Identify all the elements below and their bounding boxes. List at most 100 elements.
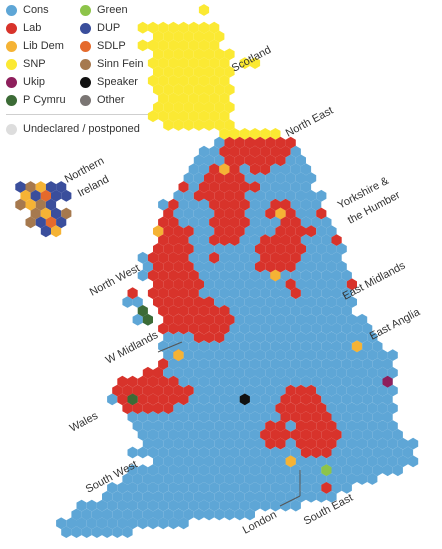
- constituency-hex: [178, 234, 189, 246]
- constituency-hex: [137, 499, 148, 512]
- constituency-hex: [285, 296, 296, 308]
- constituency-hex: [96, 499, 108, 512]
- constituency-hex: [311, 198, 322, 211]
- constituency-hex: [372, 411, 383, 423]
- constituency-hex: [249, 269, 261, 282]
- constituency-hex: [295, 296, 306, 308]
- constituency-hex: [163, 278, 174, 291]
- constituency-hex: [198, 358, 210, 370]
- constituency-hex: [275, 349, 286, 361]
- constituency-hex: [107, 517, 118, 530]
- constituency-hex: [311, 287, 322, 300]
- constituency-hex: [306, 349, 317, 361]
- constituency-hex: [163, 384, 174, 397]
- snp-swatch-icon: [6, 58, 17, 70]
- constituency-hex: [142, 437, 153, 450]
- constituency-hex: [168, 216, 179, 229]
- constituency-hex: [321, 216, 332, 229]
- constituency-hex: [290, 393, 301, 406]
- constituency-hex: [285, 349, 296, 361]
- constituency-hex: [316, 349, 327, 361]
- constituency-hex: [372, 340, 383, 353]
- constituency-hex: [193, 189, 204, 202]
- sinnfein-swatch-icon: [80, 58, 91, 70]
- constituency-hex: [295, 172, 306, 185]
- constituency-hex: [255, 207, 266, 220]
- constituency-hex: [341, 269, 352, 282]
- constituency-hex: [204, 225, 215, 238]
- constituency-hex: [270, 340, 281, 353]
- constituency-hex: [153, 66, 164, 78]
- constituency-hex: [158, 216, 169, 229]
- constituency-hex: [188, 393, 199, 406]
- constituency-hex: [112, 526, 123, 538]
- constituency-hex: [188, 428, 199, 441]
- constituency-hex: [249, 163, 261, 176]
- constituency-hex: [249, 340, 261, 353]
- constituency-hex: [336, 437, 347, 450]
- constituency-hex: [188, 287, 199, 300]
- constituency-hex: [158, 287, 169, 300]
- constituency-hex: [209, 92, 220, 105]
- constituency-hex: [255, 384, 266, 397]
- constituency-hex: [229, 499, 240, 512]
- constituency-hex: [306, 260, 317, 273]
- constituency-hex: [153, 30, 164, 43]
- constituency-hex: [357, 331, 368, 344]
- constituency-hex: [295, 154, 306, 167]
- constituency-hex: [341, 482, 352, 494]
- constituency-hex: [183, 243, 194, 255]
- constituency-hex: [265, 473, 276, 485]
- constituency-hex: [270, 216, 281, 229]
- constituency-hex: [239, 340, 250, 353]
- constituency-hex: [224, 384, 235, 397]
- constituency-hex: [173, 278, 184, 291]
- constituency-hex: [214, 313, 225, 326]
- constituency-hex: [285, 243, 296, 255]
- constituency-hex: [45, 198, 57, 211]
- constituency-hex: [219, 145, 230, 158]
- constituency-hex: [306, 313, 317, 326]
- constituency-hex: [209, 110, 220, 123]
- constituency-hex: [61, 207, 72, 220]
- constituency-hex: [275, 260, 286, 273]
- constituency-hex: [280, 216, 291, 229]
- constituency-hex: [321, 234, 332, 246]
- constituency-hex: [178, 375, 189, 388]
- legend-item-sdlp: SDLP: [80, 38, 126, 54]
- constituency-hex: [295, 349, 306, 361]
- constituency-hex: [158, 305, 169, 317]
- constituency-hex: [270, 181, 281, 193]
- constituency-hex: [249, 287, 261, 300]
- constituency-hex: [224, 366, 235, 379]
- constituency-hex: [311, 340, 322, 353]
- constituency-hex: [178, 428, 189, 441]
- constituency-hex: [239, 322, 250, 335]
- constituency-hex: [158, 322, 169, 335]
- constituency-hex: [224, 437, 235, 450]
- constituency-hex: [285, 172, 296, 185]
- constituency-hex: [127, 499, 138, 512]
- constituency-hex: [229, 464, 240, 477]
- constituency-hex: [321, 358, 332, 370]
- constituency-hex: [173, 30, 184, 43]
- constituency-hex: [168, 375, 179, 388]
- constituency-hex: [158, 464, 169, 477]
- constituency-hex: [224, 119, 235, 131]
- constituency-hex: [168, 482, 179, 494]
- constituency-hex: [239, 305, 250, 317]
- constituency-hex: [290, 375, 301, 388]
- constituency-hex: [209, 251, 220, 264]
- constituency-hex: [122, 296, 133, 308]
- constituency-hex: [168, 322, 179, 335]
- constituency-hex: [321, 464, 332, 477]
- constituency-hex: [188, 216, 199, 229]
- constituency-hex: [270, 145, 281, 158]
- constituency-hex: [300, 251, 312, 264]
- constituency-hex: [331, 358, 342, 370]
- constituency-hex: [285, 437, 296, 450]
- constituency-hex: [224, 101, 235, 114]
- constituency-hex: [127, 517, 138, 530]
- constituency-hex: [260, 181, 271, 193]
